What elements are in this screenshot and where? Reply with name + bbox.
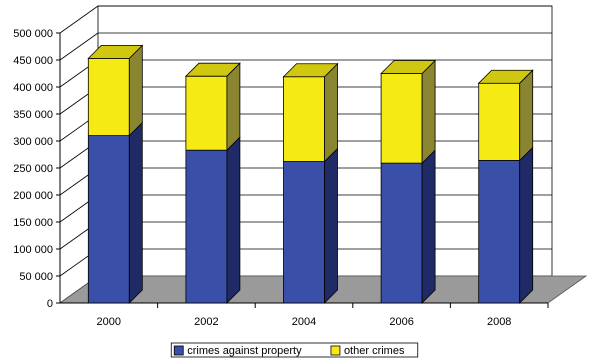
bar-segment (478, 160, 521, 304)
y-tick-label: 400 000 (13, 82, 53, 94)
y-tick-label: 100 000 (13, 244, 53, 256)
bar-segment (283, 161, 325, 304)
bar-segment-top (87, 44, 144, 59)
bar-segment-side (128, 121, 143, 304)
bar-segment (185, 149, 228, 304)
gridline-diagonal (59, 32, 99, 61)
bar-segment-side (324, 147, 338, 304)
bar-segment-side (519, 146, 534, 304)
legend-box (170, 342, 419, 358)
bar-segment-top (477, 69, 534, 84)
legend-swatch (330, 345, 341, 356)
y-tick-label: 350 000 (13, 109, 53, 121)
bar-segment-side (226, 136, 241, 304)
bar-segment-top (184, 62, 241, 77)
bar-segment (478, 82, 521, 161)
bar-segment (185, 75, 228, 151)
y-tick-label: 150 000 (13, 217, 53, 229)
bar-segment (380, 162, 423, 304)
x-tick-label: 2004 (292, 316, 316, 328)
bar-segment-side (421, 149, 436, 304)
legend-label: other crimes (344, 345, 405, 357)
bar-segment-side (519, 69, 534, 162)
legend-swatch (173, 345, 184, 356)
bar-segment (283, 76, 325, 162)
bar-segment-top (282, 63, 339, 78)
y-tick-label: 50 000 (19, 271, 53, 283)
x-tick-label: 2006 (389, 316, 413, 328)
bar-segment-side (324, 62, 338, 163)
bar-segment-side (128, 44, 143, 137)
bar-segment (380, 73, 423, 164)
x-tick-label: 2000 (97, 316, 121, 328)
y-tick-label: 450 000 (13, 55, 53, 67)
bar-segment (87, 135, 130, 304)
bar-segment-side (421, 59, 436, 165)
gridline-diagonal (59, 5, 99, 34)
y-tick-label: 500 000 (13, 28, 53, 40)
y-tick-label: 300 000 (13, 136, 53, 148)
legend-label: crimes against property (187, 345, 302, 357)
x-tick-label: 2002 (194, 316, 218, 328)
bar-segment-side (226, 62, 241, 152)
y-tick-label: 200 000 (13, 190, 53, 202)
y-tick-label: 0 (47, 298, 53, 310)
x-tick-label: 2008 (487, 316, 511, 328)
bar-segment (87, 57, 130, 137)
bar-segment-top (380, 60, 437, 74)
y-tick-label: 250 000 (13, 163, 53, 175)
